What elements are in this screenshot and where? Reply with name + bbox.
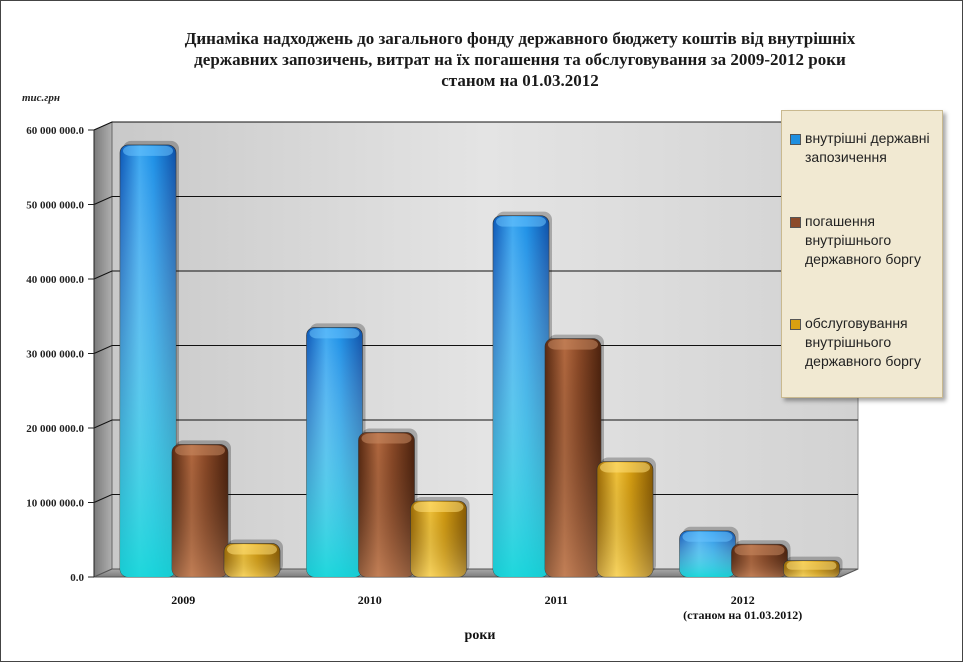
y-tick-label: 0.0 (70, 572, 84, 584)
x-tick-label: 2010 (358, 593, 382, 607)
bar (358, 428, 418, 578)
y-tick-label: 10 000 000.0 (26, 498, 84, 510)
chart-title-line-3: станом на 01.03.2012 (441, 71, 599, 90)
chart-title-line-2: державних запозичень, витрат на їх погаш… (194, 50, 846, 69)
y-tick-label: 30 000 000.0 (26, 349, 84, 361)
legend-swatch-repayment (790, 217, 801, 228)
bar (119, 140, 179, 578)
gridline (93, 270, 858, 280)
chart-title-line-1: Динаміка надходжень до загального фонду … (184, 29, 856, 48)
chart-legend: внутрішні державні запозичення погашення… (781, 110, 943, 398)
legend-swatch-borrowings (790, 134, 801, 145)
legend-label-borrowings: внутрішні державні запозичення (805, 130, 930, 165)
bar (731, 540, 791, 578)
legend-label-repayment: погашення внутрішнього державного боргу (805, 213, 922, 267)
x-tick-label: 2009 (171, 593, 195, 607)
x-tick-label: 2011 (545, 593, 568, 607)
gridline (93, 345, 858, 354)
bar (410, 497, 470, 578)
x-tick-sublabel: (станом на 01.03.2012) (683, 608, 802, 622)
y-tick-label: 50 000 000.0 (26, 200, 84, 212)
bar (596, 457, 656, 578)
legend-swatch-servicing (790, 319, 801, 330)
gridline (93, 196, 858, 205)
y-tick-label: 40 000 000.0 (26, 274, 84, 286)
y-axis-unit-label: тис.грн (22, 92, 60, 104)
bar (306, 323, 366, 578)
gridline (93, 121, 858, 131)
bar (679, 526, 739, 578)
bar (544, 334, 604, 578)
gridline (93, 419, 858, 429)
bar (171, 440, 231, 578)
bar (223, 539, 283, 578)
y-tick-label: 20 000 000.0 (26, 423, 84, 435)
legend-label-servicing: обслуговування внутрішнього державного б… (805, 315, 922, 369)
legend-item-repayment: погашення внутрішнього державного боргу (790, 212, 936, 269)
legend-item-servicing: обслуговування внутрішнього державного б… (790, 314, 936, 371)
legend-item-borrowings: внутрішні державні запозичення (790, 129, 936, 167)
bar (492, 211, 552, 578)
y-tick-label: 60 000 000.0 (26, 125, 84, 137)
bar (783, 556, 843, 578)
x-axis-label: роки (464, 628, 496, 643)
chart-title: Динаміка надходжень до загального фонду … (140, 28, 900, 91)
x-tick-label: 2012 (731, 593, 755, 607)
